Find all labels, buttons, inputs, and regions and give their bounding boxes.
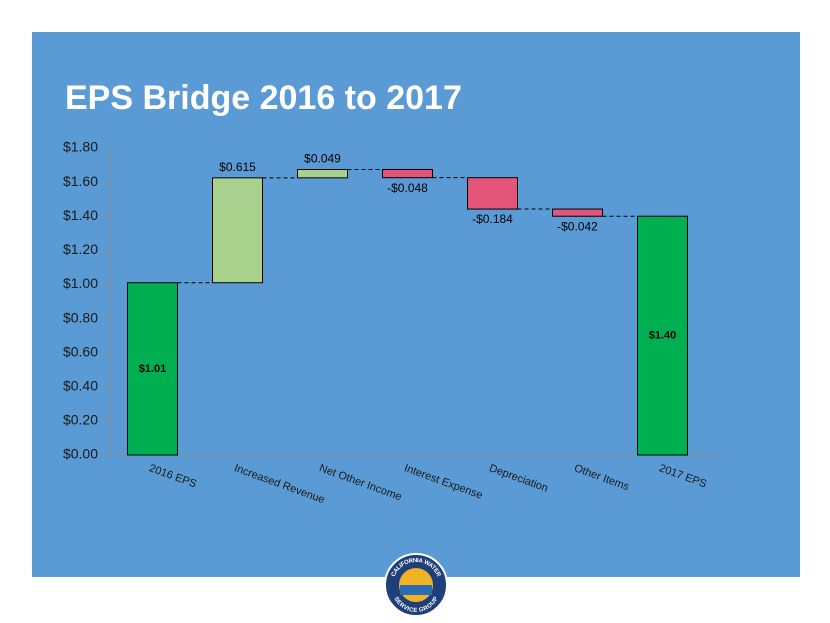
- value-label: $0.049: [304, 152, 341, 166]
- y-tick-label: $1.00: [63, 275, 98, 291]
- y-tick-label: $0.40: [63, 377, 98, 393]
- logo-water: [400, 585, 432, 595]
- bar: [637, 215, 688, 456]
- value-label: $1.40: [649, 330, 677, 342]
- bar: [297, 168, 348, 179]
- bar: [382, 168, 433, 179]
- bar: [467, 177, 518, 210]
- y-tick-label: $1.20: [63, 241, 98, 257]
- y-tick-label: $0.60: [63, 343, 98, 359]
- y-tick-label: $1.80: [63, 139, 98, 155]
- y-tick-label: $0.20: [63, 412, 98, 428]
- y-tick-label: $1.60: [63, 173, 98, 189]
- y-tick-label: $0.00: [63, 446, 98, 462]
- value-label: -$0.042: [557, 219, 598, 233]
- value-label: $0.615: [219, 160, 256, 174]
- chart-title: EPS Bridge 2016 to 2017: [65, 79, 462, 117]
- value-label: -$0.184: [472, 212, 513, 226]
- logo: CALIFORNIA WATER SERVICE GROUP: [384, 553, 448, 617]
- y-tick-label: $1.40: [63, 207, 98, 223]
- bar: [552, 208, 603, 217]
- y-tick-label: $0.80: [63, 309, 98, 325]
- value-label: -$0.048: [387, 181, 428, 195]
- bar: [127, 282, 178, 456]
- value-label: $1.01: [139, 363, 167, 375]
- bar: [212, 177, 263, 284]
